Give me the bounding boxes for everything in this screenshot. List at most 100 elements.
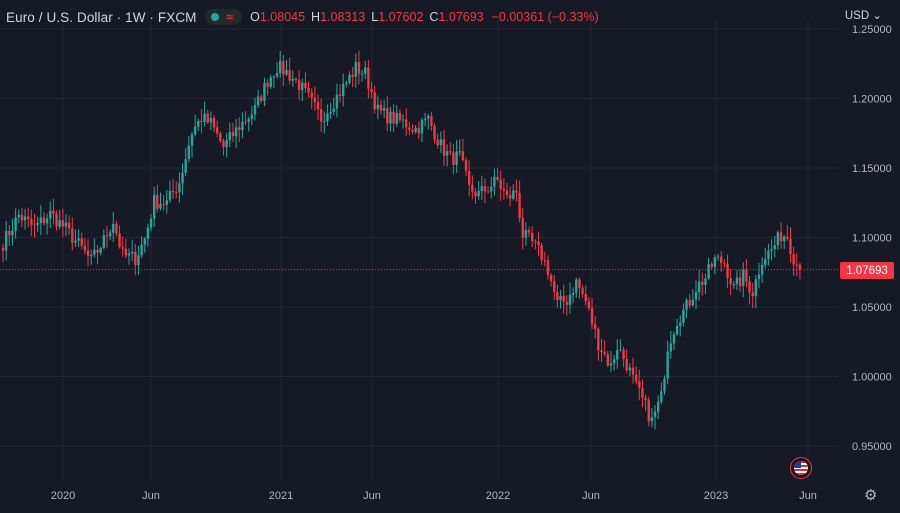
candle[interactable] xyxy=(253,97,257,121)
candle[interactable] xyxy=(222,138,225,156)
candle[interactable] xyxy=(288,57,291,85)
candle[interactable] xyxy=(228,122,231,148)
time-axis[interactable]: 2020 Jun 2021 Jun 2022 Jun 2023 Jun xyxy=(51,490,817,502)
candle[interactable] xyxy=(531,226,534,248)
candle[interactable] xyxy=(319,98,323,132)
candle[interactable] xyxy=(502,178,506,200)
candle[interactable] xyxy=(190,131,194,158)
candle[interactable] xyxy=(713,255,717,275)
candle[interactable] xyxy=(184,148,187,177)
candle[interactable] xyxy=(96,244,99,265)
candle[interactable] xyxy=(159,192,162,211)
candle[interactable] xyxy=(238,117,241,143)
candle[interactable] xyxy=(458,139,461,157)
candle[interactable] xyxy=(776,230,780,250)
candle[interactable] xyxy=(367,60,370,99)
market-status[interactable]: ≈ xyxy=(204,9,243,25)
candle[interactable] xyxy=(417,121,420,140)
candle[interactable] xyxy=(430,111,433,131)
candle[interactable] xyxy=(137,246,140,275)
candle[interactable] xyxy=(74,229,77,248)
candle[interactable] xyxy=(726,254,729,288)
candle[interactable] xyxy=(729,269,732,296)
candle[interactable] xyxy=(373,85,376,114)
candle[interactable] xyxy=(149,214,153,232)
candle[interactable] xyxy=(499,170,502,202)
candle[interactable] xyxy=(20,207,24,228)
candle[interactable] xyxy=(67,215,71,235)
candle[interactable] xyxy=(181,163,184,195)
candle[interactable] xyxy=(206,110,209,125)
candle[interactable] xyxy=(597,327,600,361)
candle[interactable] xyxy=(212,115,216,133)
candle[interactable] xyxy=(685,298,688,319)
candle[interactable] xyxy=(389,106,392,132)
candle[interactable] xyxy=(64,214,68,236)
candle[interactable] xyxy=(241,112,244,139)
candle[interactable] xyxy=(200,108,203,134)
candle[interactable] xyxy=(754,274,758,309)
gear-icon[interactable]: ⚙ xyxy=(864,487,878,504)
candle[interactable] xyxy=(672,331,676,351)
candle[interactable] xyxy=(490,177,493,199)
candle[interactable] xyxy=(49,201,52,229)
candle[interactable] xyxy=(581,285,584,299)
candle[interactable] xyxy=(414,124,417,134)
candle[interactable] xyxy=(556,284,559,308)
candle[interactable] xyxy=(657,395,660,420)
candle[interactable] xyxy=(58,209,61,230)
currency-selector[interactable]: USD ⌄ xyxy=(845,8,882,22)
candle[interactable] xyxy=(732,280,735,289)
candle[interactable] xyxy=(256,89,260,108)
candle[interactable] xyxy=(260,94,263,104)
candle[interactable] xyxy=(127,248,131,265)
candle[interactable] xyxy=(357,51,361,85)
candle[interactable] xyxy=(578,277,581,299)
candle[interactable] xyxy=(619,339,622,352)
candle[interactable] xyxy=(348,71,351,85)
candle[interactable] xyxy=(401,114,405,129)
candle[interactable] xyxy=(105,226,109,248)
candle[interactable] xyxy=(102,229,105,250)
candle[interactable] xyxy=(14,208,17,239)
candle[interactable] xyxy=(543,251,546,267)
candle[interactable] xyxy=(783,234,786,249)
candle[interactable] xyxy=(786,225,789,241)
candle[interactable] xyxy=(386,96,389,132)
candle[interactable] xyxy=(90,249,93,265)
candle[interactable] xyxy=(707,257,710,280)
candle[interactable] xyxy=(433,123,436,144)
candle[interactable] xyxy=(660,382,663,405)
candle[interactable] xyxy=(39,205,42,236)
candle[interactable] xyxy=(153,186,156,227)
candle[interactable] xyxy=(716,253,720,261)
candle[interactable] xyxy=(121,236,124,257)
candle[interactable] xyxy=(99,246,102,256)
candle[interactable] xyxy=(130,239,134,261)
candle[interactable] xyxy=(297,70,301,100)
candle[interactable] xyxy=(710,261,713,270)
candle[interactable] xyxy=(36,216,39,232)
candle[interactable] xyxy=(644,394,647,412)
candle[interactable] xyxy=(108,229,112,241)
candle[interactable] xyxy=(86,239,90,267)
candle[interactable] xyxy=(427,113,430,130)
candle[interactable] xyxy=(11,218,14,246)
candle[interactable] xyxy=(553,274,556,301)
candle[interactable] xyxy=(282,54,285,87)
candle[interactable] xyxy=(590,298,594,330)
candle[interactable] xyxy=(691,288,695,307)
candle[interactable] xyxy=(247,116,250,132)
candle[interactable] xyxy=(518,180,521,223)
candle[interactable] xyxy=(720,251,723,272)
candle[interactable] xyxy=(234,119,238,149)
candle[interactable] xyxy=(316,95,320,121)
candle[interactable] xyxy=(291,70,294,87)
candle[interactable] xyxy=(272,75,276,88)
candle[interactable] xyxy=(486,186,490,194)
candle[interactable] xyxy=(455,140,458,173)
candle[interactable] xyxy=(480,175,483,200)
candle[interactable] xyxy=(515,179,518,202)
candle[interactable] xyxy=(738,269,742,292)
